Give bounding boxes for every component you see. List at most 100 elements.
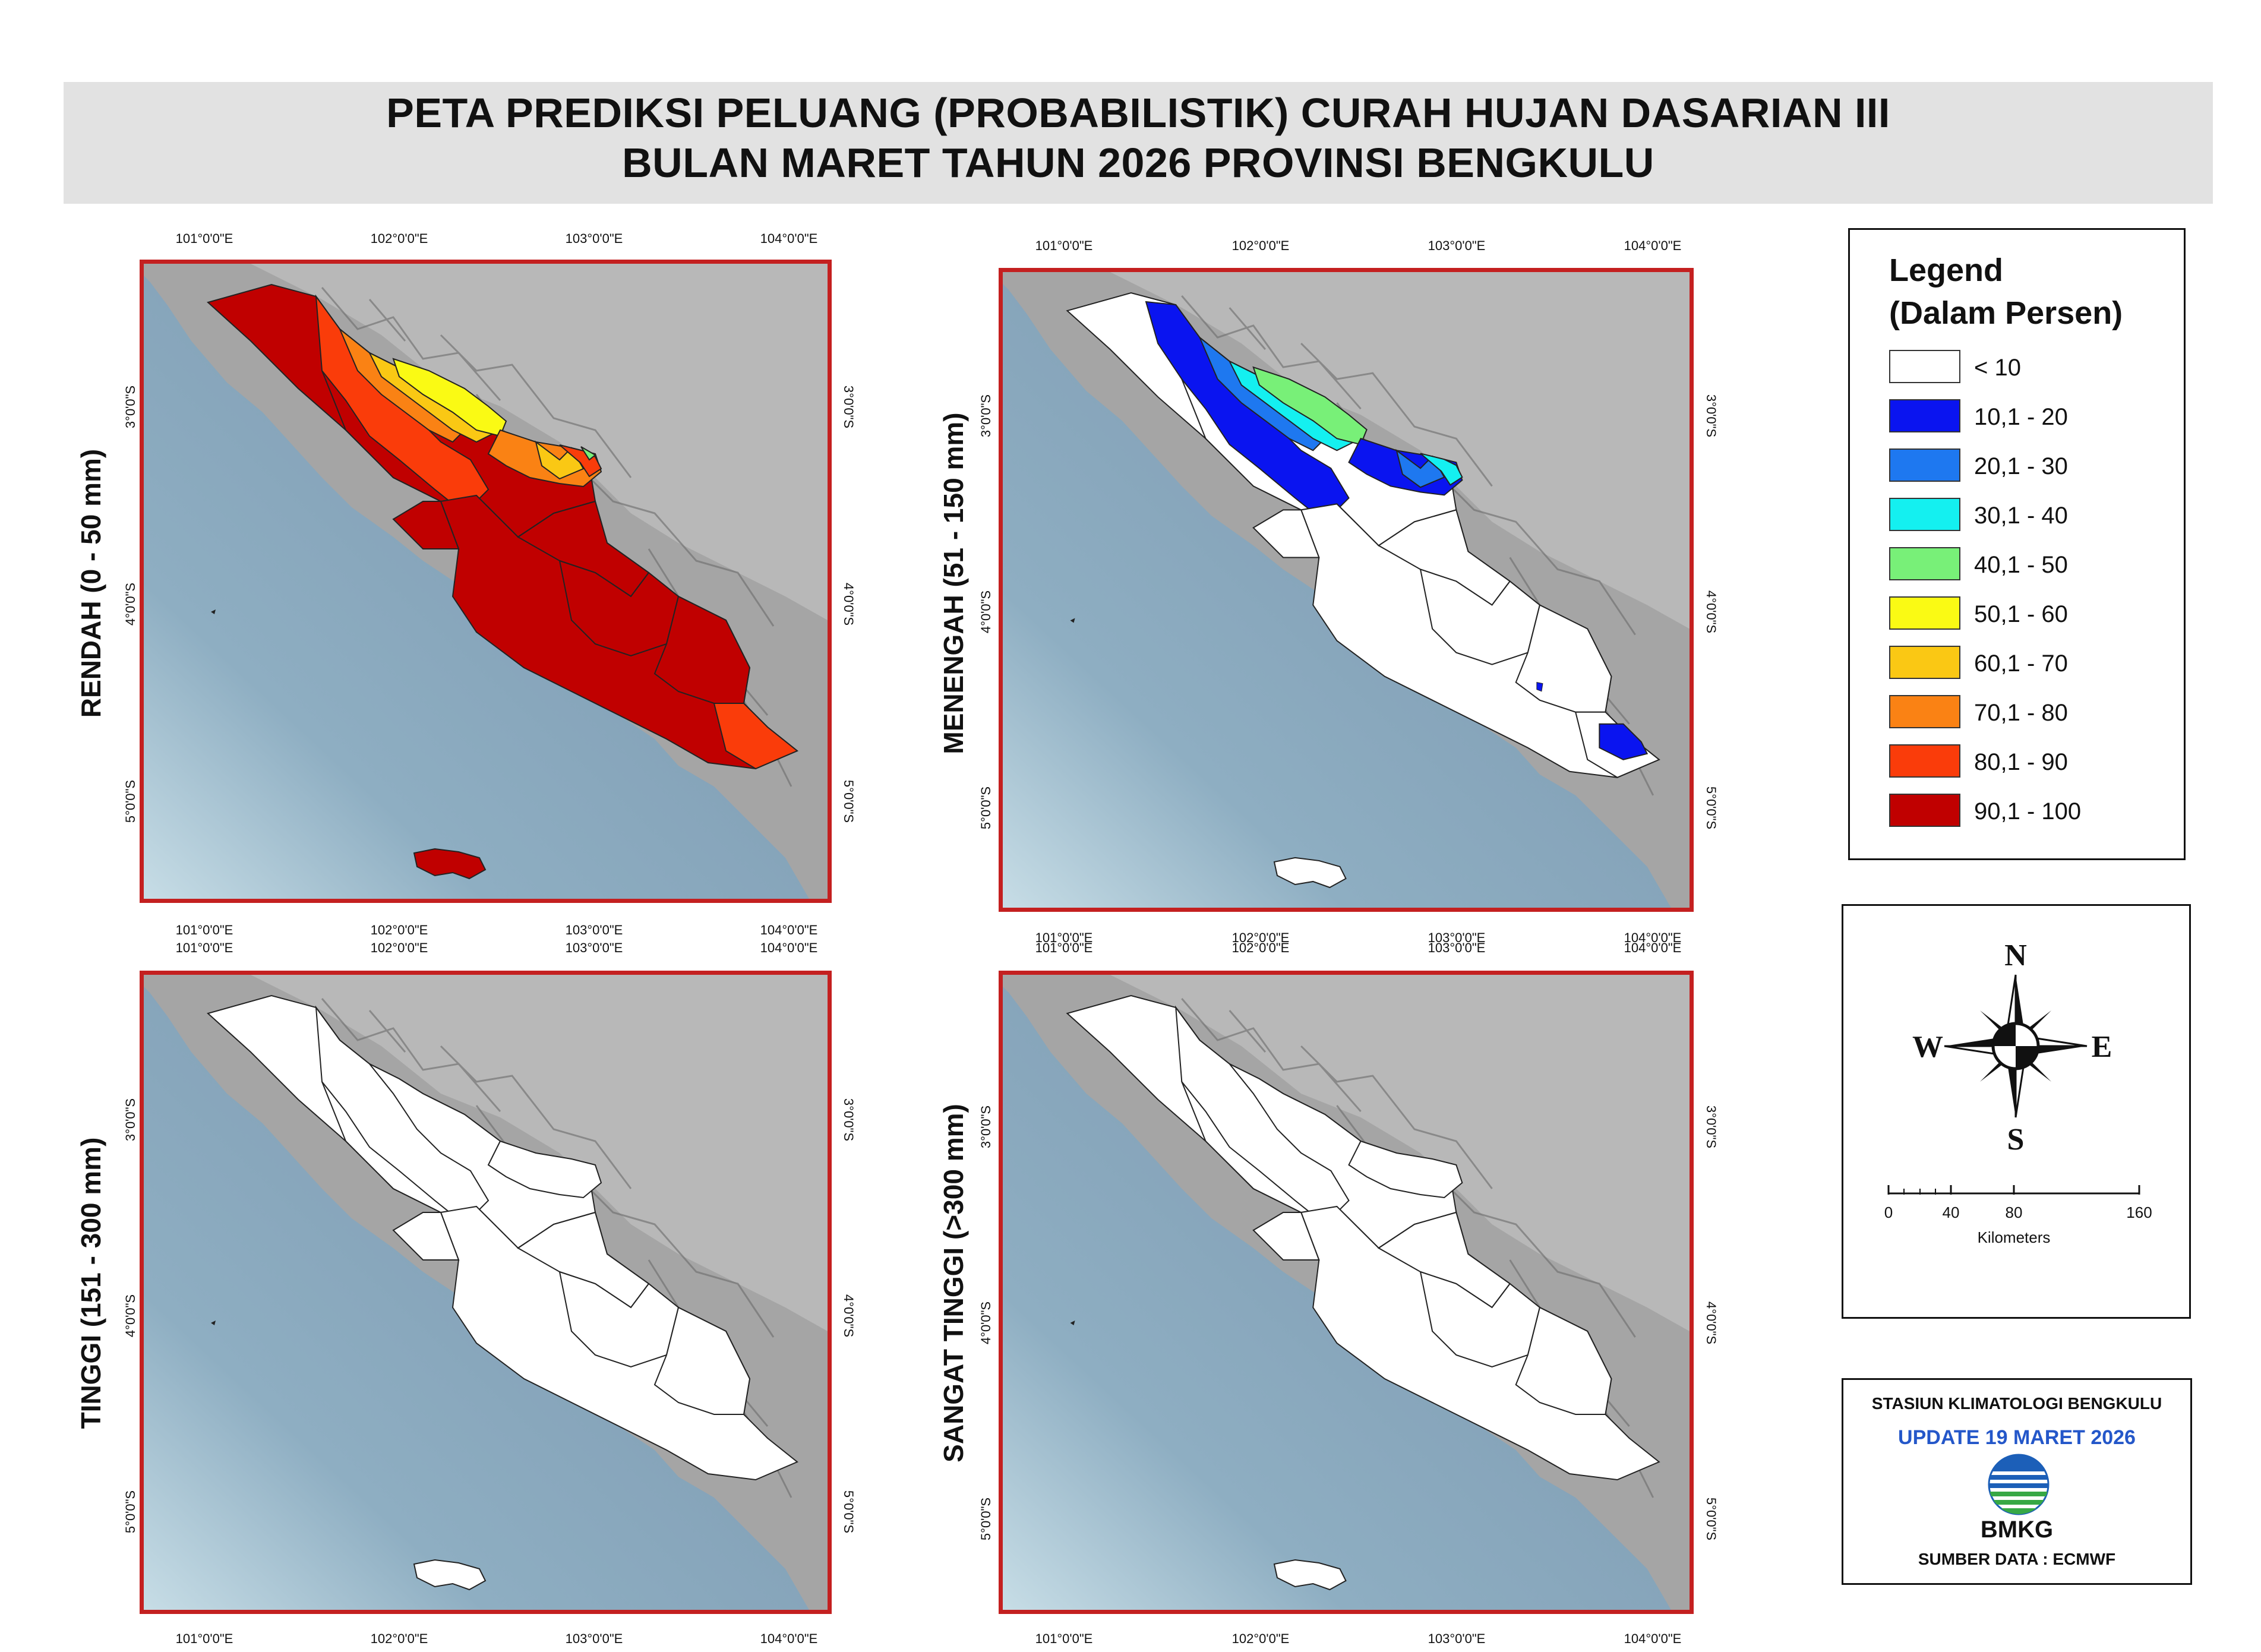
small-island — [211, 1321, 216, 1325]
lat-tick-label: 3°0'0"S — [978, 394, 993, 438]
legend-title-line-1: Legend — [1889, 252, 2004, 288]
compass-north-label: N — [2004, 939, 2027, 972]
panel-label: RENDAH (0 - 50 mm) — [75, 448, 106, 718]
region-polygon[interactable] — [1252, 1212, 1320, 1261]
region-polygon[interactable] — [1536, 682, 1543, 692]
region-polygon[interactable] — [1174, 1005, 1350, 1225]
lat-tick-label: 4°0'0"S — [123, 582, 138, 626]
enggano-island[interactable] — [1273, 857, 1347, 889]
lat-tick-label: 3°0'0"S — [123, 1098, 138, 1142]
lat-tick-label: 4°0'0"S — [978, 1301, 993, 1345]
lon-tick-label: 102°0'0"E — [1231, 238, 1290, 253]
legend-label: 60,1 - 70 — [1974, 650, 2068, 677]
lat-tick-label: 5°0'0"S — [1704, 1497, 1719, 1541]
lon-tick-label: 102°0'0"E — [370, 923, 428, 937]
lat-tick-label: 3°0'0"S — [123, 385, 138, 429]
map-frame[interactable] — [140, 971, 832, 1614]
lat-tick-label: 3°0'0"S — [1704, 394, 1719, 438]
lon-tick-label: 104°0'0"E — [1624, 1631, 1682, 1646]
bmkg-logo-icon — [1988, 1454, 2050, 1515]
lon-tick-label: 103°0'0"E — [565, 231, 623, 246]
legend-swatch — [1889, 596, 1960, 630]
lon-tick-label: 104°0'0"E — [1624, 930, 1682, 945]
province-bengkulu[interactable] — [206, 994, 798, 1481]
region-polygon[interactable] — [580, 446, 596, 461]
province-bengkulu[interactable] — [1066, 292, 1660, 778]
compass-south-label: S — [2007, 1123, 2025, 1157]
legend-label: 50,1 - 60 — [1974, 601, 2068, 627]
lat-tick-label: 5°0'0"S — [978, 786, 993, 830]
enggano-island[interactable] — [1273, 1559, 1347, 1591]
region-polygon[interactable] — [487, 1140, 602, 1199]
data-source: SUMBER DATA : ECMWF — [1918, 1550, 2116, 1568]
legend-swatch — [1889, 350, 1960, 383]
province-bengkulu[interactable] — [1066, 994, 1660, 1481]
lon-tick-label: 101°0'0"E — [1035, 238, 1093, 253]
lon-tick-label: 103°0'0"E — [565, 923, 623, 937]
legend-title: Legend (Dalam Persen) — [1889, 249, 2174, 334]
land-relief — [1110, 272, 1690, 629]
map-frame[interactable] — [140, 260, 832, 903]
small-island — [1070, 1321, 1075, 1325]
update-date: UPDATE 19 MARET 2026 — [1898, 1426, 2136, 1449]
legend-item: 50,1 - 60 — [1889, 596, 2162, 633]
title-bar: PETA PREDIKSI PELUANG (PROBABILISTIK) CU… — [64, 82, 2213, 204]
province-bengkulu[interactable] — [206, 283, 798, 770]
lat-tick-label: 4°0'0"S — [978, 590, 993, 634]
compass-rose-icon: N S E W 0 40 80 160 Kilometers — [1884, 939, 2152, 1246]
scale-tick-label: 0 — [1884, 1204, 1893, 1221]
lat-tick-label: 4°0'0"S — [1704, 590, 1719, 634]
region-polygon[interactable] — [1515, 1306, 1612, 1415]
legend-label: 10,1 - 20 — [1974, 404, 2068, 430]
legend-item: 40,1 - 50 — [1889, 547, 2162, 584]
lat-tick-label: 5°0'0"S — [841, 1490, 856, 1534]
lon-tick-label: 104°0'0"E — [760, 231, 818, 246]
station-name: STASIUN KLIMATOLOGI BENGKULU — [1871, 1394, 2162, 1413]
lat-tick-label: 4°0'0"S — [1704, 1301, 1719, 1345]
legend-swatch — [1889, 448, 1960, 482]
region-polygon[interactable] — [653, 1306, 751, 1415]
legend-item: 90,1 - 100 — [1889, 794, 2162, 830]
region-polygon[interactable] — [1420, 453, 1463, 486]
lon-tick-label: 104°0'0"E — [1624, 940, 1682, 955]
region-polygon[interactable] — [1599, 723, 1649, 760]
lon-tick-label: 102°0'0"E — [1231, 930, 1290, 945]
lon-tick-label: 101°0'0"E — [1035, 1631, 1093, 1646]
enggano-island[interactable] — [413, 1559, 487, 1591]
lon-tick-label: 101°0'0"E — [175, 923, 233, 937]
lon-tick-label: 104°0'0"E — [1624, 238, 1682, 253]
lat-tick-label: 3°0'0"S — [1704, 1105, 1719, 1149]
legend-label: 70,1 - 80 — [1974, 700, 2068, 726]
legend-item: 30,1 - 40 — [1889, 498, 2162, 535]
map-frame[interactable] — [999, 971, 1694, 1614]
map-frame[interactable] — [999, 268, 1694, 912]
lon-tick-label: 103°0'0"E — [1428, 940, 1486, 955]
lon-tick-label: 102°0'0"E — [370, 231, 428, 246]
legend-item: 70,1 - 80 — [1889, 695, 2162, 732]
legend-label: 30,1 - 40 — [1974, 503, 2068, 529]
credit-box: STASIUN KLIMATOLOGI BENGKULU UPDATE 19 M… — [1842, 1378, 2192, 1585]
lon-tick-label: 102°0'0"E — [370, 940, 428, 955]
region-polygon[interactable] — [1252, 509, 1320, 558]
relief-hatching — [1181, 998, 1654, 1498]
lon-tick-label: 101°0'0"E — [1035, 930, 1093, 945]
region-polygon[interactable] — [1348, 1140, 1463, 1199]
lat-tick-label: 5°0'0"S — [123, 1490, 138, 1534]
region-polygon[interactable] — [392, 501, 460, 549]
legend-swatch — [1889, 547, 1960, 580]
legend-swatch — [1889, 646, 1960, 679]
region-polygon[interactable] — [392, 1212, 460, 1261]
lat-tick-label: 5°0'0"S — [123, 779, 138, 823]
scale-bar — [1887, 1185, 2140, 1195]
region-polygon[interactable] — [315, 1005, 490, 1225]
legend-title-line-2: (Dalam Persen) — [1889, 295, 2123, 331]
enggano-island[interactable] — [413, 848, 487, 880]
region-polygon[interactable] — [1175, 1007, 1457, 1249]
region-polygon[interactable] — [713, 703, 798, 770]
lon-tick-label: 101°0'0"E — [175, 1631, 233, 1646]
relief-hatching — [321, 998, 792, 1498]
region-polygon[interactable] — [315, 1007, 596, 1249]
lon-tick-label: 103°0'0"E — [565, 1631, 623, 1646]
legend-item: 80,1 - 90 — [1889, 744, 2162, 781]
lat-tick-label: 4°0'0"S — [841, 582, 856, 626]
